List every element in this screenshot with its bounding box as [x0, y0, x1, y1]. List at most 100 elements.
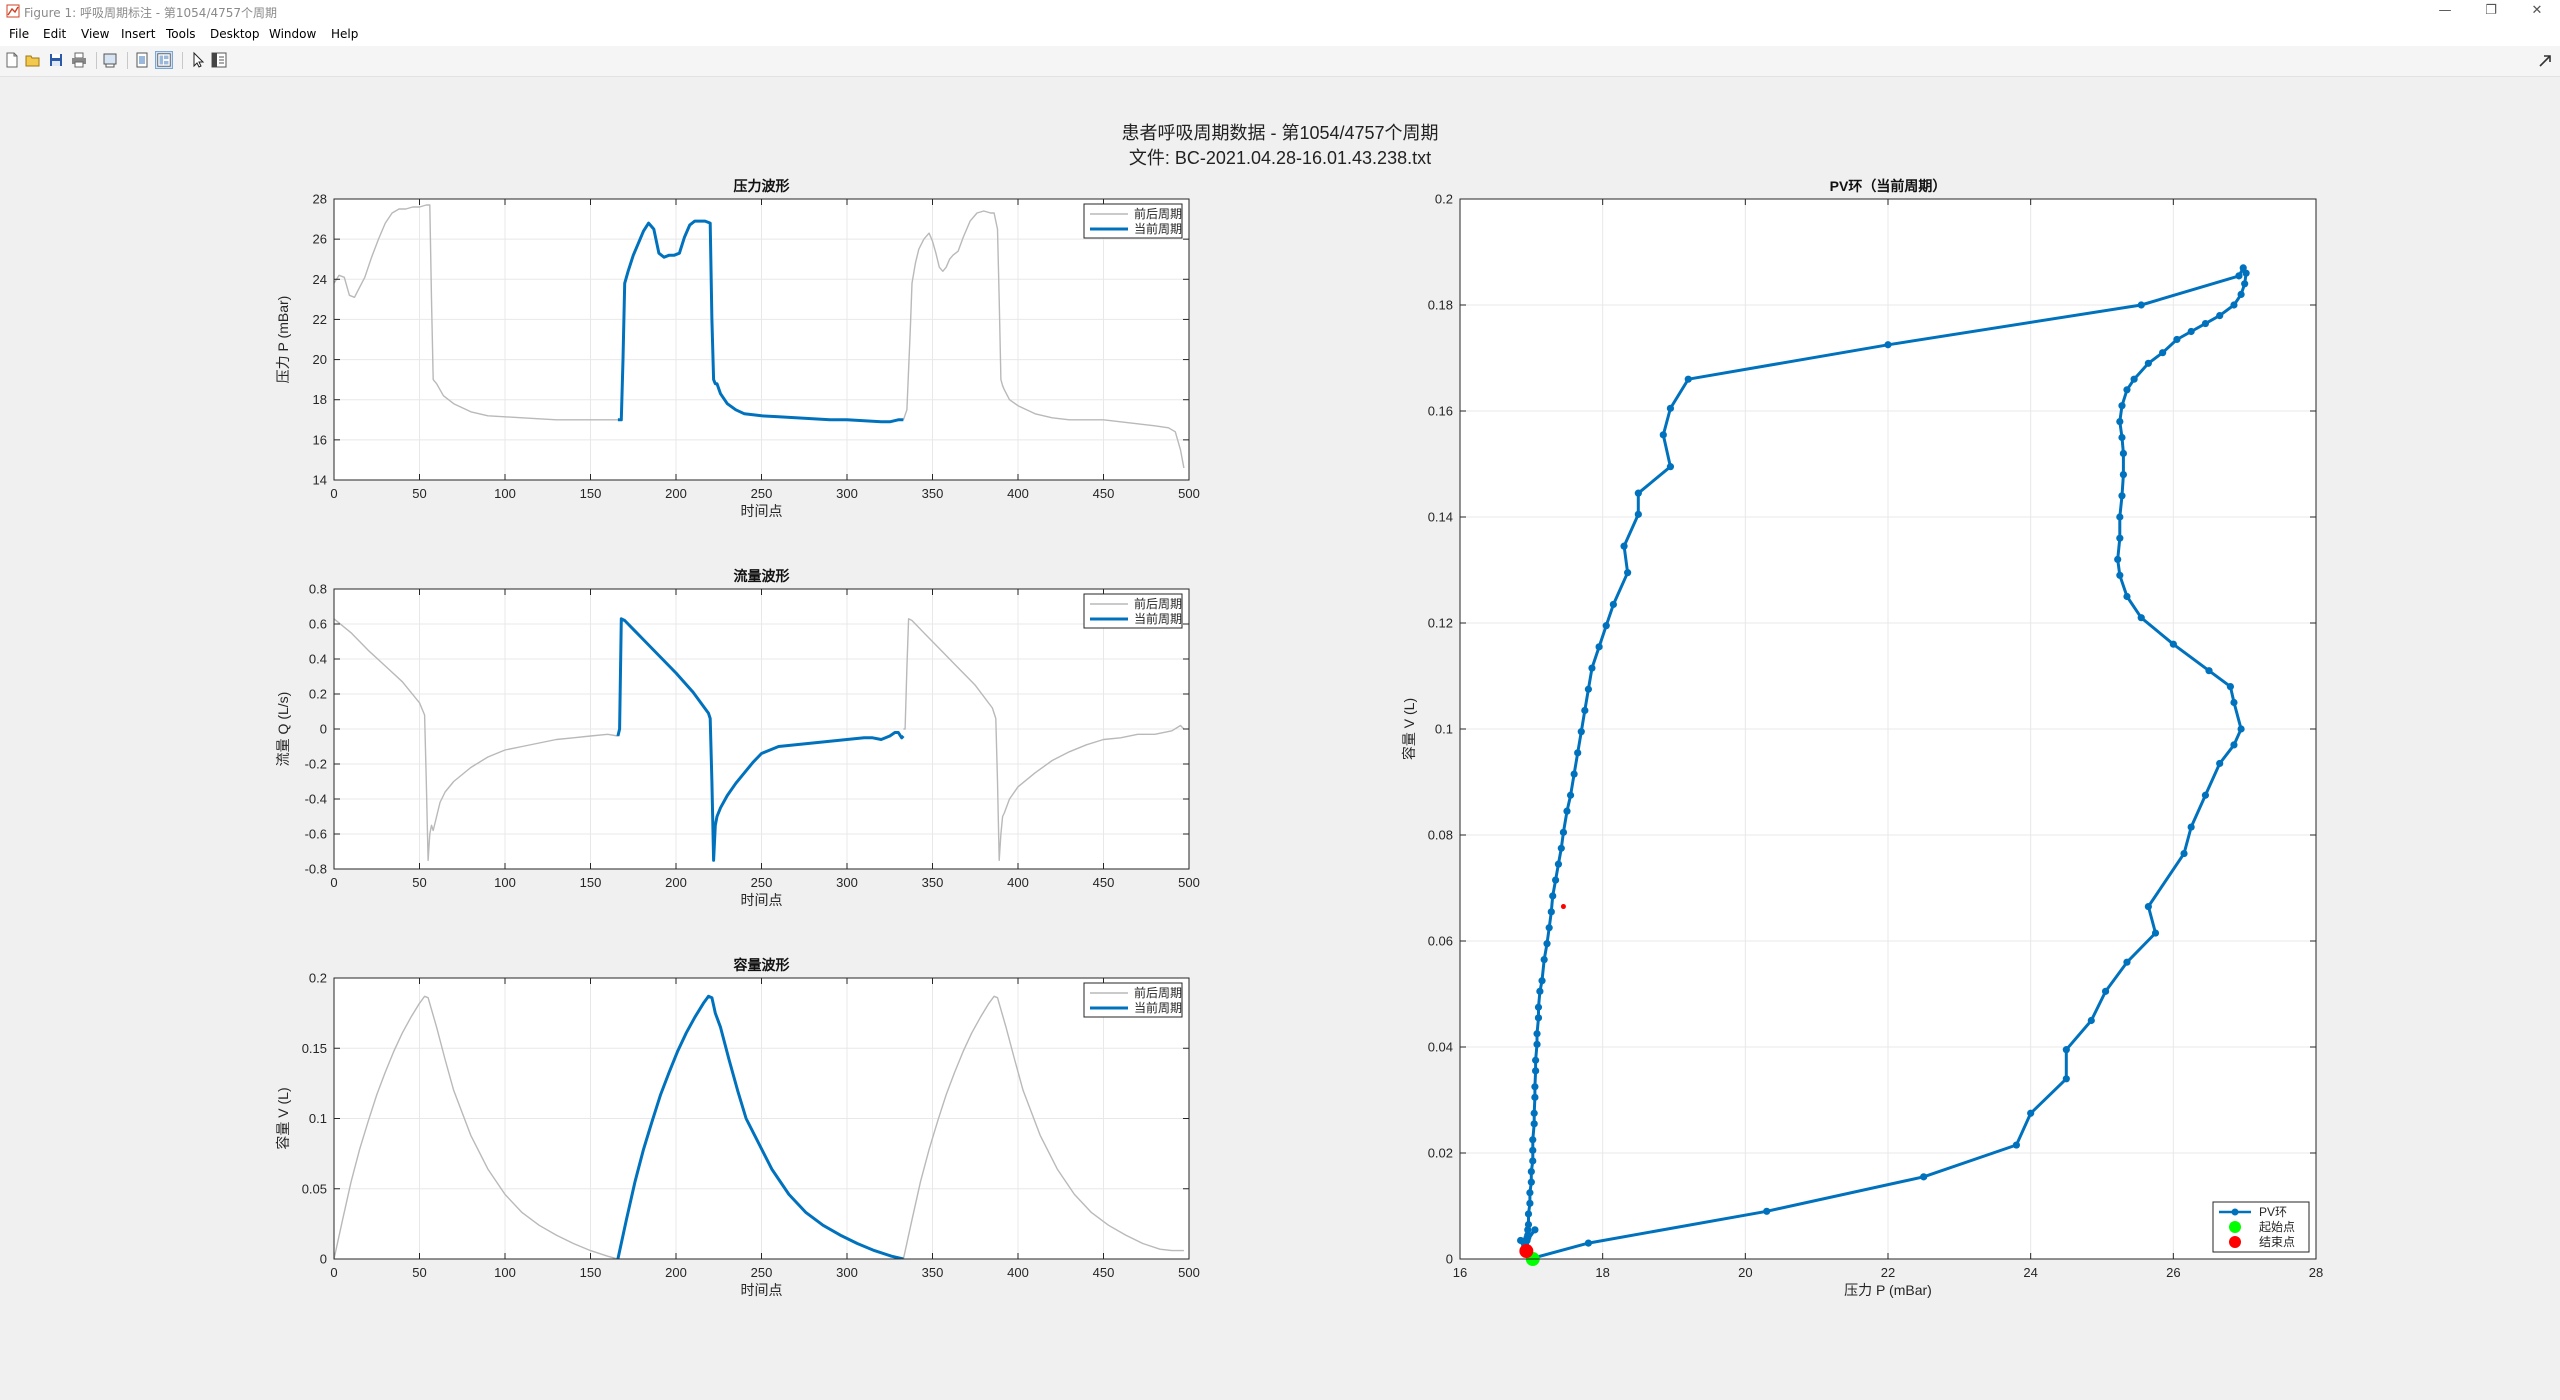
- pressure-y-axis-label: 压力 P (mBar): [275, 296, 291, 384]
- pv-loop-point: [1532, 1056, 1540, 1064]
- flow-y-tick-label: 0.8: [309, 582, 327, 597]
- pv-loop-y-tick-label: 0.2: [1435, 192, 1453, 207]
- pv-loop-point: [2116, 513, 2124, 521]
- pressure-x-tick-label: 0: [330, 486, 337, 501]
- volume-current-cycle-line: [616, 994, 904, 1259]
- pv-loop-point: [1563, 807, 1571, 815]
- pressure-x-tick-label: 50: [412, 486, 426, 501]
- pv-loop-point: [2144, 902, 2152, 911]
- volume-y-tick-label: 0: [320, 1252, 327, 1267]
- pv-loop-point: [2241, 280, 2249, 288]
- flow-x-tick-label: 200: [665, 875, 687, 890]
- pv-loop-point: [2118, 402, 2126, 410]
- volume-x-tick-label: 450: [1093, 1265, 1115, 1280]
- menu-desktop[interactable]: Desktop: [210, 27, 260, 41]
- pv-loop-point: [2216, 312, 2224, 320]
- open-property-inspector-icon[interactable]: [210, 51, 228, 69]
- new-figure-icon[interactable]: [3, 51, 21, 69]
- pv-loop-point: [1577, 728, 1585, 736]
- pv-loop-chart: 16 18 20 22 24 26 28 0 0.02 0.04 0.06 0.08 0.1 0.12 0.…: [1401, 178, 2323, 1298]
- window-title: Figure 1: 呼吸周期标注 - 第1054/4757个周期: [24, 6, 278, 20]
- pv-loop-point: [2116, 418, 2124, 426]
- pv-loop-point: [2242, 269, 2250, 277]
- pv-loop-point: [2235, 272, 2243, 280]
- pv-loop-point: [1543, 940, 1551, 948]
- pressure-y-tick-label: 22: [313, 312, 327, 327]
- pv-loop-legend-label: 结束点: [2259, 1235, 2295, 1249]
- hide-plot-tools-icon[interactable]: [133, 51, 151, 69]
- volume-y-tick-label: 0.15: [302, 1041, 327, 1056]
- pv-loop-point: [1532, 1067, 1540, 1075]
- close-button[interactable]: ✕: [2531, 3, 2543, 18]
- pv-loop-point: [1540, 955, 1548, 964]
- pv-loop-point: [2119, 471, 2127, 479]
- pv-loop-x-tick-label: 24: [2023, 1265, 2037, 1280]
- menu-view[interactable]: View: [81, 27, 110, 41]
- flow-x-tick-label: 350: [922, 875, 944, 890]
- pv-loop-point: [2137, 614, 2145, 622]
- flow-x-tick-label: 400: [1007, 875, 1029, 890]
- figure-suptitle-line1: 患者呼吸周期数据 - 第1054/4757个周期: [1121, 123, 1438, 143]
- flow-y-tick-label: -0.8: [305, 862, 327, 877]
- pv-loop-point: [2027, 1109, 2035, 1117]
- menu-insert[interactable]: Insert: [121, 27, 156, 41]
- pressure-legend: [1083, 203, 1183, 239]
- pv-loop-point: [2187, 327, 2195, 336]
- pv-loop-y-tick-label: 0.02: [1428, 1146, 1453, 1161]
- pressure-legend-label: 当前周期: [1134, 221, 1182, 236]
- pv-loop-point: [2114, 555, 2122, 564]
- pv-loop-point: [1529, 1146, 1537, 1154]
- volume-x-tick-label: 300: [836, 1265, 858, 1280]
- pv-loop-point: [1527, 1167, 1535, 1176]
- pv-loop-point: [2062, 1046, 2070, 1054]
- pv-loop-y-tick-label: 0.04: [1428, 1040, 1453, 1055]
- menu-edit[interactable]: Edit: [43, 27, 67, 41]
- flow-chart: 0 50 100 150 200 250 300 350 400 450 500 -0.8 -0.6 -0…: [275, 568, 1200, 908]
- volume-legend: [1083, 982, 1183, 1018]
- print-preview-icon[interactable]: [101, 51, 119, 69]
- pv-loop-point: [1526, 1199, 1534, 1207]
- pv-loop-point: [1609, 600, 1617, 609]
- restore-button[interactable]: ❐: [2485, 3, 2497, 18]
- pv-highlight-point: [1560, 904, 1566, 910]
- pv-loop-legend-label: PV环: [2259, 1205, 2287, 1219]
- open-file-icon[interactable]: [24, 51, 42, 69]
- pv-loop-point: [1529, 1136, 1537, 1144]
- pv-loop-series-group: [1517, 264, 2250, 1259]
- pv-loop-point: [1534, 1003, 1543, 1011]
- pv-loop-x-tick-label: 26: [2166, 1265, 2180, 1280]
- undock-figure-icon[interactable]: [2538, 54, 2554, 68]
- flow-legend-label: 前后周期: [1134, 596, 1182, 611]
- save-icon[interactable]: [47, 51, 65, 69]
- pv-loop-point: [2151, 929, 2160, 937]
- pv-loop-point: [2173, 335, 2181, 344]
- pv-loop-point: [1666, 404, 1675, 412]
- pv-loop-point: [1581, 706, 1589, 715]
- pressure-y-tick-label: 16: [313, 432, 327, 447]
- pressure-x-tick-label: 100: [494, 486, 516, 501]
- toolbar-separator: [96, 52, 97, 69]
- volume-y-axis-label: 容量 V (L): [275, 1087, 291, 1149]
- volume-title: 容量波形: [733, 957, 790, 973]
- pressure-y-tick-label: 18: [313, 392, 327, 407]
- menu-tools[interactable]: Tools: [166, 27, 196, 41]
- menu-file[interactable]: File: [9, 27, 30, 41]
- pv-loop-point: [1554, 860, 1563, 868]
- show-plot-tools-icon[interactable]: [155, 51, 173, 69]
- pv-loop-point: [2130, 375, 2138, 383]
- pv-loop-point: [1531, 1226, 1539, 1234]
- minimize-button[interactable]: —: [2438, 3, 2452, 18]
- pv-loop-point: [1920, 1173, 1928, 1181]
- print-icon[interactable]: [70, 51, 88, 69]
- menu-window[interactable]: Window: [269, 27, 317, 41]
- pv-loop-y-tick-label: 0.08: [1428, 828, 1453, 843]
- volume-x-tick-label: 400: [1007, 1265, 1029, 1280]
- matlab-figure-icon: [6, 4, 20, 18]
- pressure-y-tick-label: 20: [313, 352, 327, 367]
- pv-loop-point: [2230, 698, 2238, 707]
- pv-loop-point: [2087, 1016, 2095, 1025]
- toolbar-separator: [182, 52, 183, 69]
- edit-plot-pointer-icon[interactable]: [189, 51, 207, 69]
- pv-end-point: [1519, 1244, 1534, 1259]
- menu-help[interactable]: Help: [331, 27, 359, 41]
